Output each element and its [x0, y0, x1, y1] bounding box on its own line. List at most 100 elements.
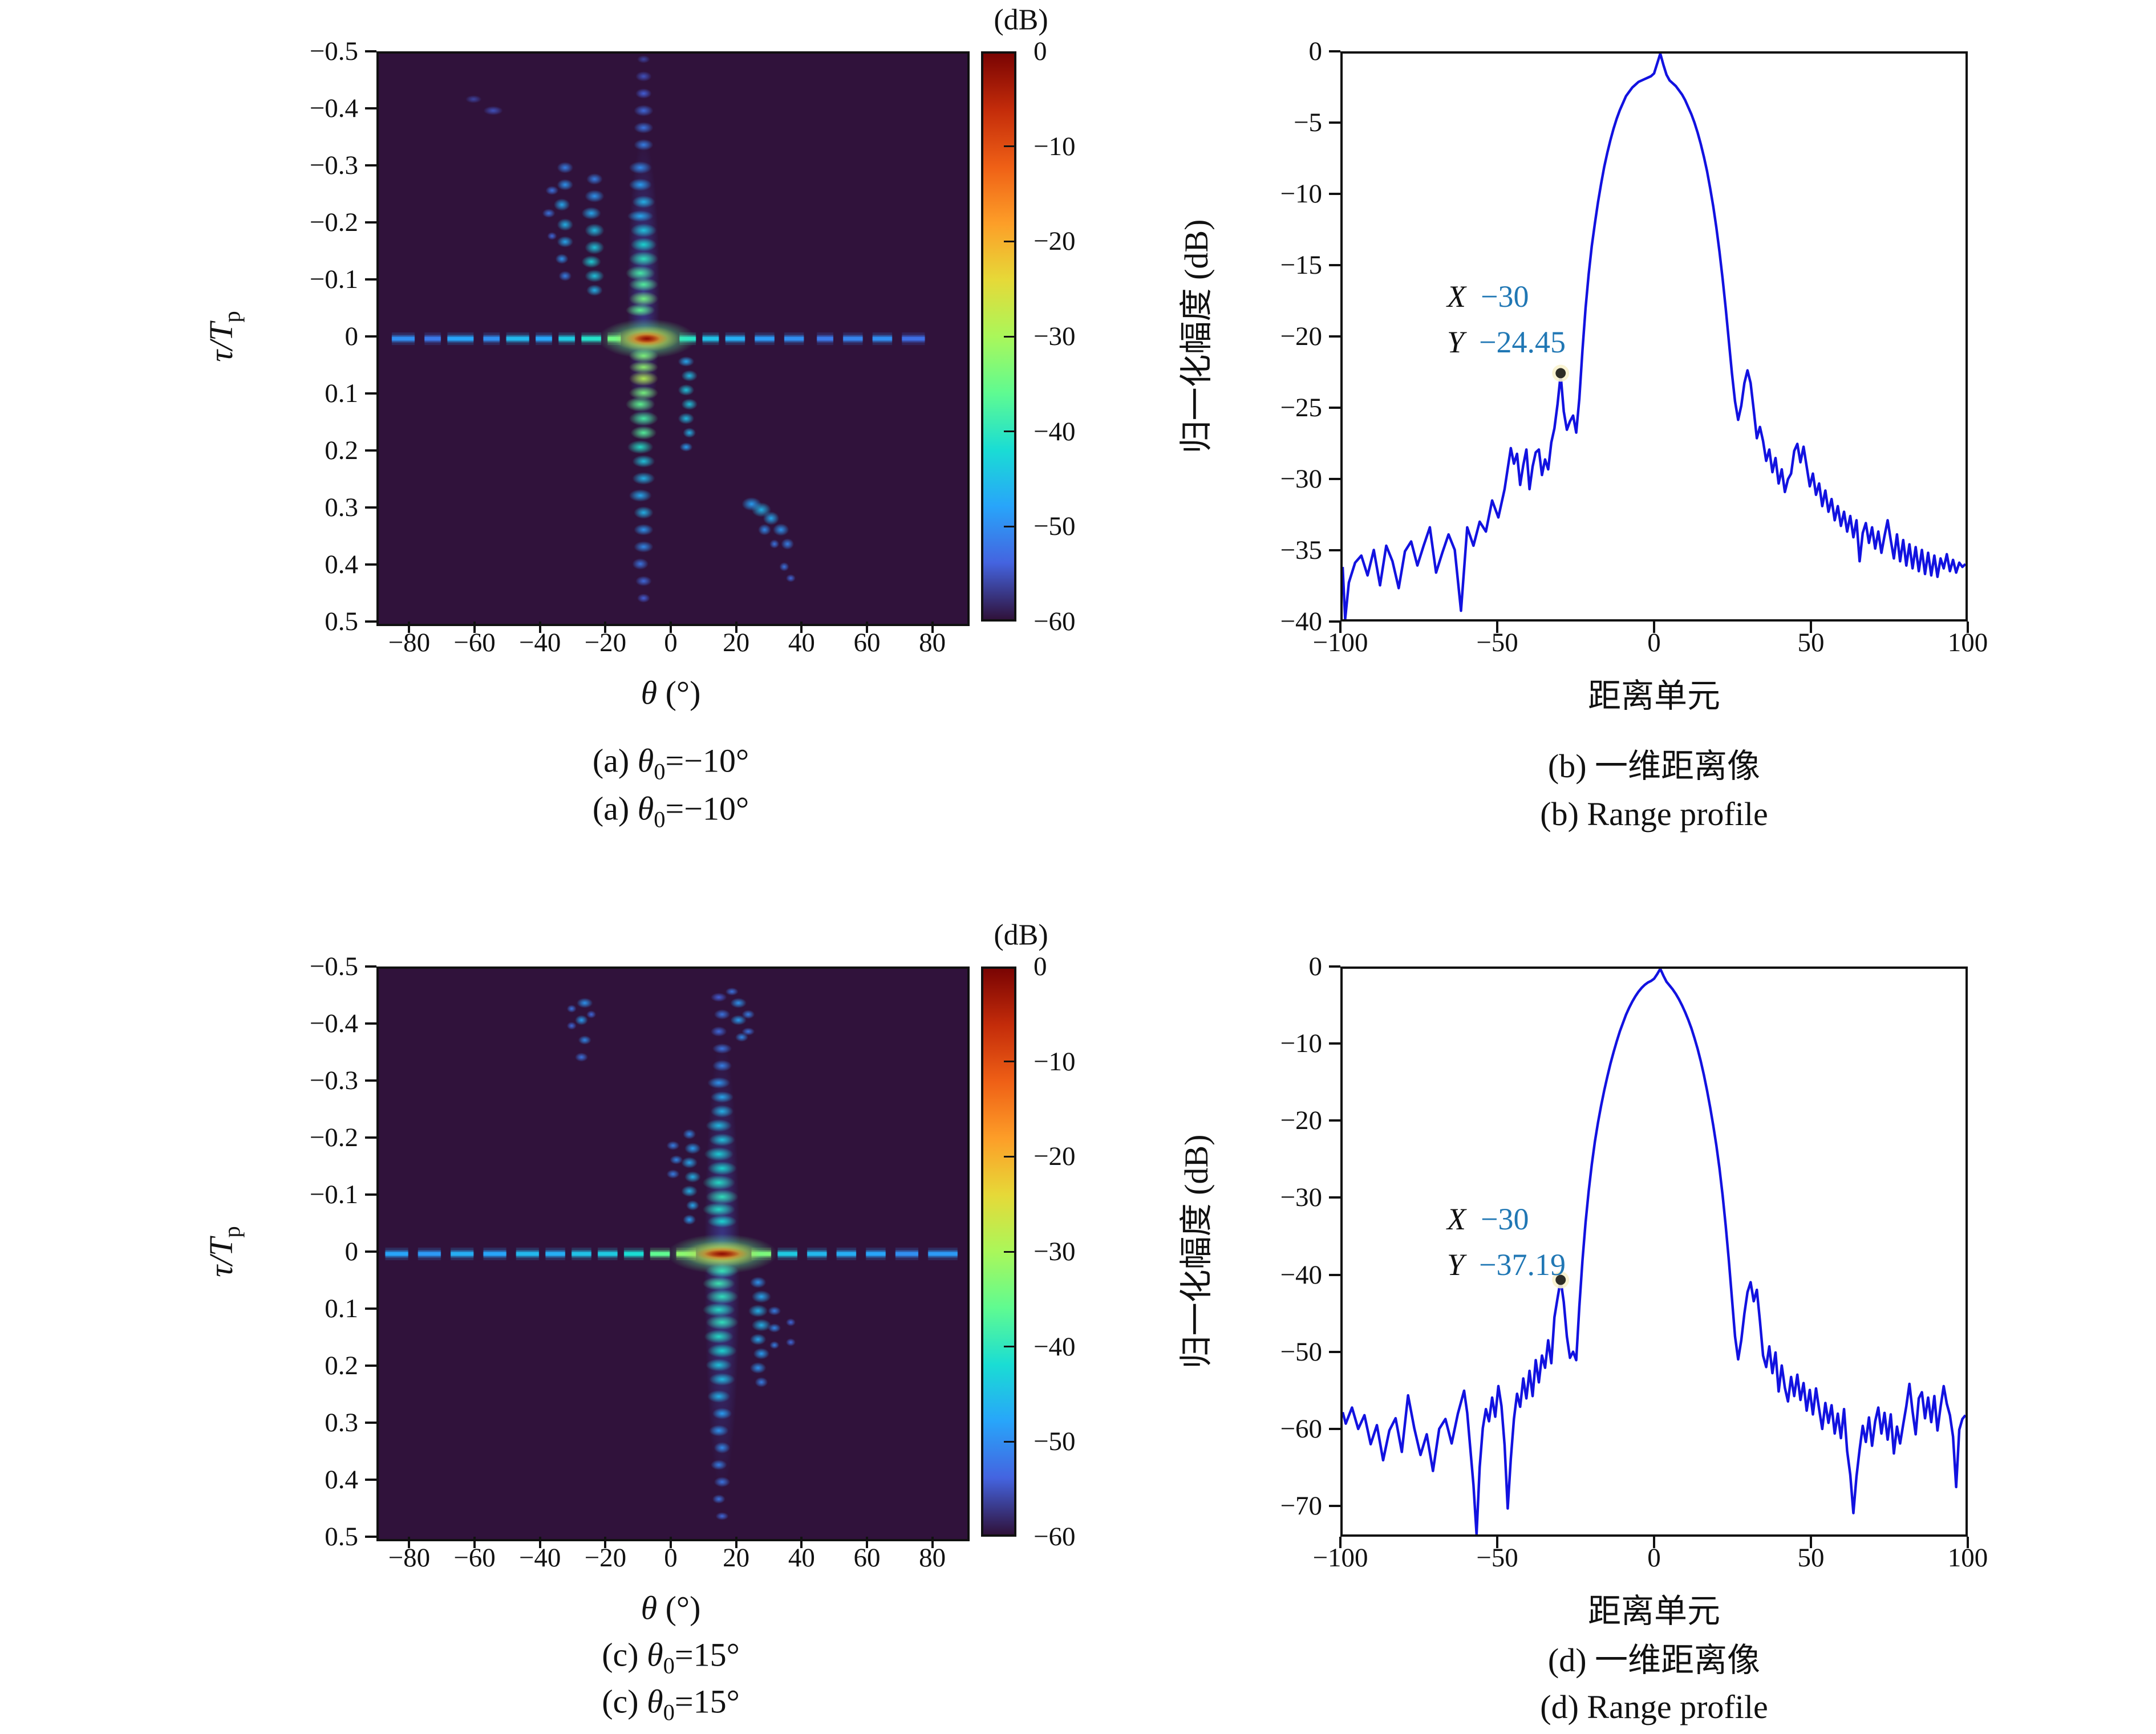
tick-mark	[1496, 1537, 1498, 1548]
tick-label: −0.1	[309, 1180, 358, 1209]
tick-mark	[1329, 407, 1340, 409]
datatip-d-y-row: Y −37.19	[1447, 1247, 1566, 1282]
tick-label: −0.1	[309, 265, 358, 294]
caption-a-line2: (a) θ0=−10°	[592, 790, 749, 833]
tick-label: 50	[1797, 1543, 1825, 1573]
tick-mark	[365, 164, 376, 167]
tick-mark	[1329, 193, 1340, 195]
tick-label: −10	[1280, 179, 1322, 209]
tick-label: 0	[664, 1543, 678, 1573]
tick-mark	[365, 563, 376, 566]
range-profile-plot-b	[1340, 51, 1968, 622]
tick-label: 0.5	[325, 607, 358, 636]
range-profile-plot-d	[1340, 967, 1968, 1537]
tick-label: −80	[388, 628, 431, 657]
tick-mark	[365, 1022, 376, 1025]
y-axis-label-d: 归一化幅度 (dB)	[1178, 1134, 1215, 1369]
tick-label: 0	[345, 1237, 359, 1266]
tick-mark	[365, 620, 376, 623]
tick-label: −30	[1034, 1237, 1076, 1266]
tick-label: −0.3	[309, 1066, 358, 1095]
tick-mark	[1810, 1537, 1812, 1548]
tick-label: −50	[1034, 511, 1076, 542]
range-profile-curve-b	[1343, 54, 1965, 619]
caption-d-line2: (d) Range profile	[1540, 1688, 1768, 1725]
tick-label: −10	[1034, 131, 1076, 161]
tick-label: −35	[1280, 535, 1322, 565]
tick-mark	[1329, 1350, 1340, 1353]
tick-label: −15	[1280, 250, 1322, 280]
tick-label: 0	[664, 628, 678, 657]
tick-mark	[1329, 478, 1340, 480]
tick-mark	[1329, 264, 1340, 266]
tick-mark	[1496, 622, 1498, 633]
caption-b-line2: (b) Range profile	[1540, 795, 1768, 833]
tick-mark	[1339, 622, 1342, 633]
tick-label: −100	[1312, 628, 1368, 657]
tick-label: −60	[453, 1543, 496, 1573]
x-axis-label-a: θ (°)	[641, 674, 701, 712]
tick-mark	[365, 278, 376, 281]
tick-label: 100	[1947, 1543, 1988, 1573]
tick-label: 0	[1647, 628, 1661, 657]
tick-label: −50	[1476, 1543, 1518, 1573]
tick-mark	[365, 1365, 376, 1367]
tick-label: 0.5	[325, 1522, 358, 1552]
tick-label: −20	[1280, 322, 1322, 351]
tick-label: −80	[388, 1543, 431, 1573]
tick-label: −0.3	[309, 151, 358, 180]
tick-mark	[1967, 622, 1969, 633]
range-profile-curve-d	[1343, 969, 1965, 1534]
heatmap-canvas-c	[376, 967, 970, 1541]
tick-label: −5	[1293, 108, 1322, 137]
tick-label: −50	[1034, 1427, 1076, 1457]
tick-mark	[365, 506, 376, 509]
caption-c-line2: (c) θ0=15°	[602, 1683, 740, 1725]
tick-mark	[365, 50, 376, 52]
tick-mark	[365, 1307, 376, 1310]
tick-mark	[365, 1079, 376, 1082]
datatip-d: X −30 Y −37.19	[1447, 1196, 1566, 1288]
tick-mark	[1329, 1427, 1340, 1430]
tick-label: −70	[1280, 1491, 1322, 1521]
x-axis-label-d: 距离单元	[1587, 1593, 1721, 1630]
tick-label: 40	[788, 1543, 815, 1573]
tick-mark	[1329, 1273, 1340, 1276]
tick-mark	[365, 1193, 376, 1196]
datatip-b-y-row: Y −24.45	[1447, 325, 1566, 359]
tick-label: 0.1	[325, 1294, 358, 1323]
tick-mark	[1329, 549, 1340, 551]
colorbar-title-a: (dB)	[994, 3, 1048, 36]
tick-label: −20	[1280, 1106, 1322, 1136]
tick-label: −50	[1476, 628, 1518, 657]
tick-mark	[1329, 1042, 1340, 1045]
tick-label: 60	[853, 628, 881, 657]
tick-label: −30	[1034, 322, 1076, 351]
tick-label: 0	[1034, 36, 1047, 66]
tick-label: −40	[1280, 1260, 1322, 1290]
datatip-d-x-row: X −30	[1447, 1201, 1529, 1236]
tick-label: −10	[1034, 1046, 1076, 1077]
tick-label: −40	[1034, 416, 1076, 446]
tick-label: −0.4	[309, 94, 358, 123]
tick-label: 60	[853, 1543, 881, 1573]
tick-mark	[1810, 622, 1812, 633]
caption-a-line1: (a) θ0=−10°	[592, 742, 749, 785]
tick-label: −60	[1034, 1522, 1076, 1552]
tick-mark	[1329, 121, 1340, 124]
tick-label: 100	[1947, 628, 1988, 657]
tick-mark	[365, 335, 376, 338]
tick-label: 80	[919, 1543, 946, 1573]
colorbar-title-c: (dB)	[994, 919, 1048, 952]
tick-mark	[365, 107, 376, 109]
tick-label: −40	[1034, 1331, 1076, 1362]
tick-mark	[1329, 335, 1340, 338]
tick-label: −0.5	[309, 36, 358, 66]
tick-label: 0	[1308, 952, 1323, 981]
tick-label: 40	[788, 628, 815, 657]
tick-label: 20	[723, 1543, 750, 1573]
tick-mark	[1329, 1119, 1340, 1122]
tick-label: 0.3	[325, 1408, 358, 1437]
tick-label: 0.4	[325, 1465, 358, 1495]
colorbar-c	[981, 967, 1016, 1537]
